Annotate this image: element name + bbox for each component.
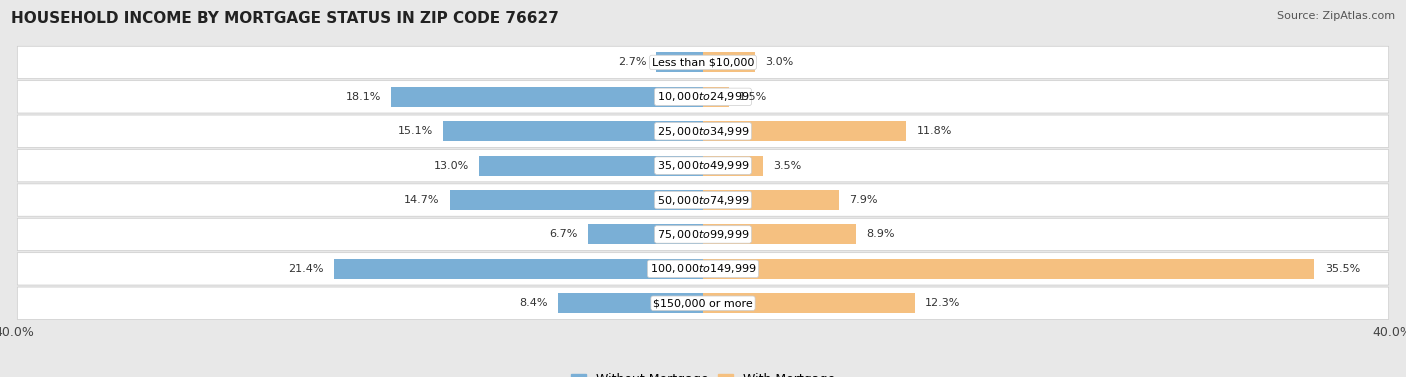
Bar [703,52,755,72]
Text: HOUSEHOLD INCOME BY MORTGAGE STATUS IN ZIP CODE 76627: HOUSEHOLD INCOME BY MORTGAGE STATUS IN Z… [11,11,560,26]
Bar [703,87,728,107]
Text: 8.4%: 8.4% [519,298,548,308]
FancyBboxPatch shape [17,253,1389,285]
Text: $75,000 to $99,999: $75,000 to $99,999 [657,228,749,241]
Text: $25,000 to $34,999: $25,000 to $34,999 [657,125,749,138]
FancyBboxPatch shape [17,115,1389,147]
Text: 18.1%: 18.1% [346,92,381,102]
Bar [479,156,703,176]
Text: 3.0%: 3.0% [765,57,793,67]
Bar [588,224,703,244]
FancyBboxPatch shape [17,184,1389,216]
Bar [443,121,703,141]
Bar [391,87,703,107]
Bar [703,190,839,210]
Bar [703,121,907,141]
Text: $35,000 to $49,999: $35,000 to $49,999 [657,159,749,172]
FancyBboxPatch shape [17,46,1389,79]
Bar [703,156,763,176]
Text: 12.3%: 12.3% [925,298,960,308]
Text: $50,000 to $74,999: $50,000 to $74,999 [657,193,749,207]
Legend: Without Mortgage, With Mortgage: Without Mortgage, With Mortgage [565,368,841,377]
Text: 21.4%: 21.4% [288,264,323,274]
Text: 6.7%: 6.7% [548,230,578,239]
Text: 7.9%: 7.9% [849,195,877,205]
FancyBboxPatch shape [17,149,1389,182]
Text: $100,000 to $149,999: $100,000 to $149,999 [650,262,756,275]
Text: 2.7%: 2.7% [617,57,647,67]
Bar [703,224,856,244]
Bar [703,293,915,313]
Text: Less than $10,000: Less than $10,000 [652,57,754,67]
Bar [558,293,703,313]
Bar [450,190,703,210]
FancyBboxPatch shape [17,218,1389,251]
Text: 35.5%: 35.5% [1324,264,1360,274]
Text: 14.7%: 14.7% [404,195,440,205]
Text: 11.8%: 11.8% [917,126,952,136]
FancyBboxPatch shape [17,81,1389,113]
Text: $150,000 or more: $150,000 or more [654,298,752,308]
FancyBboxPatch shape [17,287,1389,319]
Text: 13.0%: 13.0% [433,161,468,171]
Text: 1.5%: 1.5% [740,92,768,102]
Text: 8.9%: 8.9% [866,230,896,239]
Text: 3.5%: 3.5% [773,161,801,171]
Bar [335,259,703,279]
Bar [703,259,1315,279]
Text: Source: ZipAtlas.com: Source: ZipAtlas.com [1277,11,1395,21]
Bar [657,52,703,72]
Text: $10,000 to $24,999: $10,000 to $24,999 [657,90,749,103]
Text: 15.1%: 15.1% [398,126,433,136]
